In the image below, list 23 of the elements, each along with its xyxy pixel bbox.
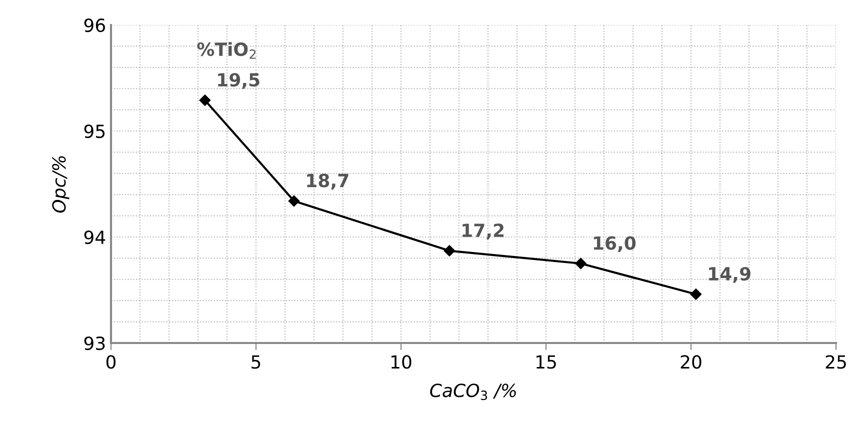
point [575, 258, 586, 270]
point [690, 288, 702, 300]
annotation: 17,2 [462, 223, 504, 240]
x-tick-label: 15 [536, 355, 556, 369]
y-tick-label: 93 [84, 336, 105, 350]
x-axis-title: CaCO$_{3}$ /% [430, 384, 516, 400]
point [444, 245, 456, 256]
annotation: 14,9 [709, 266, 750, 283]
y-tick-label: 94 [84, 230, 106, 244]
annotation: 18,7 [307, 174, 348, 190]
x-tick-label: 20 [680, 355, 702, 369]
point [199, 94, 211, 106]
annotation: 19,5 [218, 72, 260, 89]
x-tick-label: 0 [106, 355, 116, 369]
annotation: %TiO$_{2}$ [197, 42, 256, 59]
y-tick-label: 96 [84, 18, 105, 32]
x-tick-label: 5 [252, 355, 260, 369]
y-tick-label: 95 [84, 124, 105, 138]
point [288, 195, 300, 207]
x-tick-label: 10 [391, 355, 412, 369]
annotation: 16,0 [594, 236, 636, 252]
y-axis-title: Opc/% [52, 156, 70, 213]
x-tick-label: 25 [826, 355, 846, 369]
